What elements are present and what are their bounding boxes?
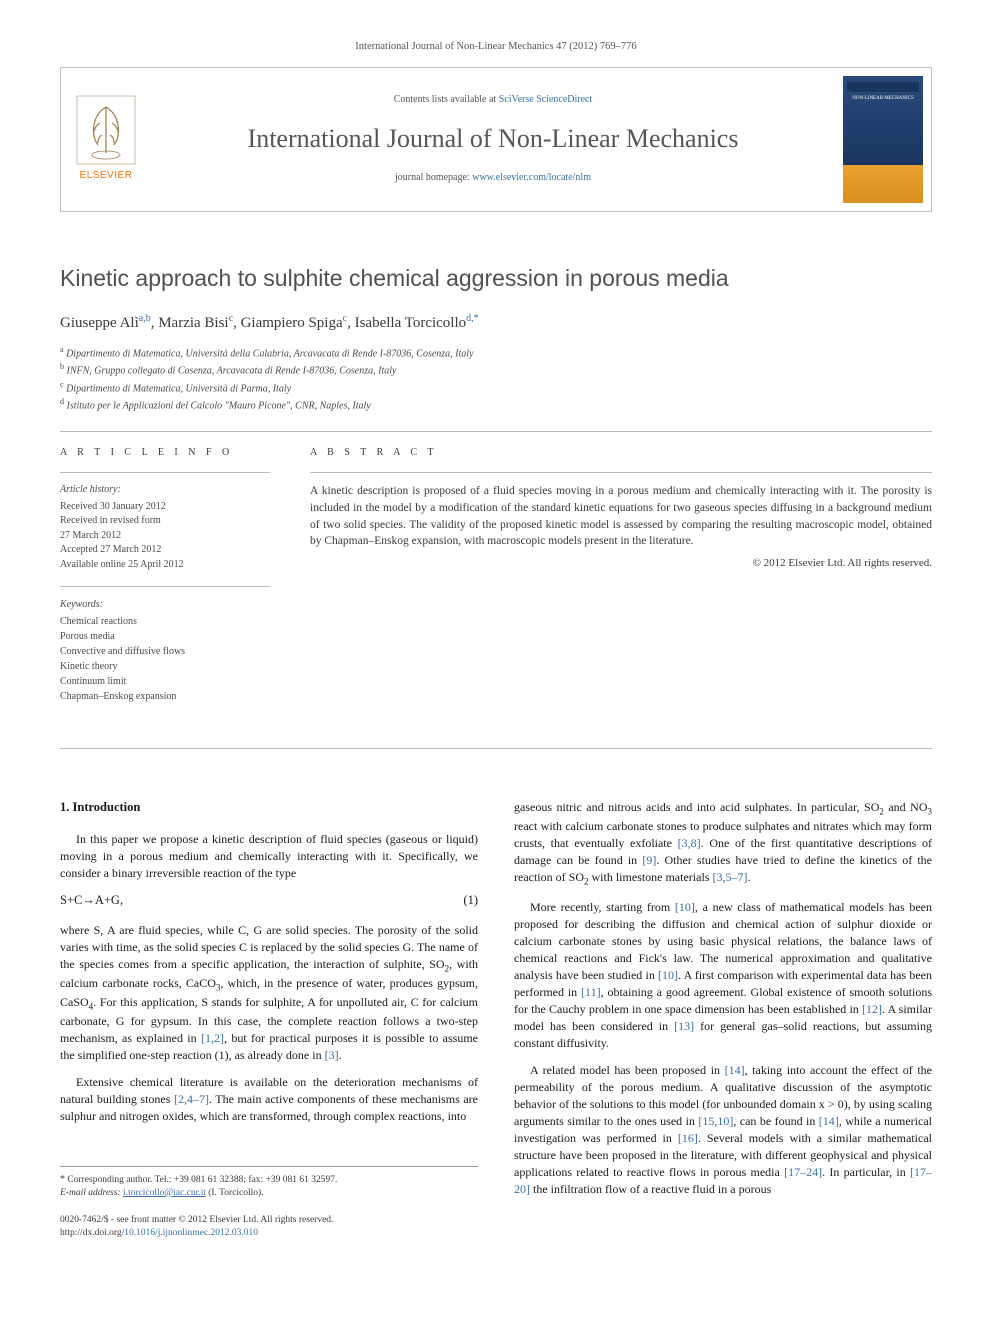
author-3: Isabella Torcicollod,*: [355, 315, 479, 331]
author-1: Marzia Bisic: [158, 315, 233, 331]
article-title: Kinetic approach to sulphite chemical ag…: [60, 262, 932, 294]
publisher-logo: ELSEVIER: [61, 68, 151, 211]
doi-link[interactable]: 10.1016/j.ijnonlinmec.2012.03.010: [124, 1228, 258, 1238]
journal-cover-thumbnail: NON-LINEAR MECHANICS: [843, 76, 923, 203]
history-accepted: Accepted 27 March 2012: [60, 543, 270, 558]
ref-3[interactable]: [3]: [325, 1048, 339, 1062]
ref-10b[interactable]: [10]: [658, 968, 678, 982]
col2-p1: gaseous nitric and nitrous acids and int…: [514, 799, 932, 888]
separator-top: [60, 431, 932, 432]
abstract-copyright: © 2012 Elsevier Ltd. All rights reserved…: [310, 556, 932, 571]
equation-number: (1): [463, 892, 478, 910]
intro-p1: In this paper we propose a kinetic descr…: [60, 831, 478, 882]
author-0: Giuseppe Alìa,b: [60, 315, 151, 331]
sciencedirect-link[interactable]: SciVerse ScienceDirect: [499, 94, 593, 105]
meta-abstract-row: A R T I C L E I N F O Article history: R…: [60, 446, 932, 718]
col2-p3: A related model has been proposed in [14…: [514, 1062, 932, 1198]
ref-14[interactable]: [14]: [725, 1063, 745, 1077]
section-1-heading: 1. Introduction: [60, 799, 478, 817]
email-label: E-mail address:: [60, 1188, 121, 1198]
page-footer: 0020-7462/$ - see front matter © 2012 El…: [60, 1214, 478, 1241]
keyword-1: Porous media: [60, 629, 270, 644]
authors-line: Giuseppe Alìa,b, Marzia Bisic, Giampiero…: [60, 312, 932, 334]
ref-17-24[interactable]: [17–24]: [784, 1165, 822, 1179]
journal-header: ELSEVIER Contents lists available at Sci…: [60, 67, 932, 212]
column-left: 1. Introduction In this paper we propose…: [60, 799, 478, 1241]
ref-16[interactable]: [16]: [678, 1131, 698, 1145]
elsevier-label: ELSEVIER: [80, 169, 133, 183]
ref-9[interactable]: [9]: [642, 853, 656, 867]
keyword-5: Chapman–Enskog expansion: [60, 689, 270, 704]
ref-1-2[interactable]: [1,2]: [201, 1031, 224, 1045]
contents-available-line: Contents lists available at SciVerse Sci…: [171, 93, 815, 107]
col2-p2: More recently, starting from [10], a new…: [514, 899, 932, 1052]
article-history: Article history: Received 30 January 201…: [60, 483, 270, 572]
abstract-text: A kinetic description is proposed of a f…: [310, 483, 932, 550]
ref-3-5-7[interactable]: [3,5–7]: [712, 870, 747, 884]
abstract-column: A B S T R A C T A kinetic description is…: [310, 446, 932, 718]
ref-11[interactable]: [11]: [581, 985, 601, 999]
ref-2-4-7[interactable]: [2,4–7]: [174, 1092, 209, 1106]
homepage-line: journal homepage: www.elsevier.com/locat…: [171, 171, 815, 185]
elsevier-tree-icon: [76, 95, 136, 165]
contents-prefix: Contents lists available at: [394, 94, 499, 105]
ref-14b[interactable]: [14]: [819, 1114, 839, 1128]
corresponding-author-note: * Corresponding author. Tel.: +39 081 61…: [60, 1166, 478, 1201]
affiliations: a Dipartimento di Matematica, Università…: [60, 344, 932, 413]
email-link[interactable]: i.torcicollo@iac.cnr.it: [123, 1188, 206, 1198]
body-columns: 1. Introduction In this paper we propose…: [60, 799, 932, 1241]
ref-3-8[interactable]: [3,8]: [678, 836, 701, 850]
homepage-link[interactable]: www.elsevier.com/locate/nlm: [472, 172, 591, 183]
doi-prefix: http://dx.doi.org/: [60, 1228, 124, 1238]
article-info-column: A R T I C L E I N F O Article history: R…: [60, 446, 270, 718]
keyword-3: Kinetic theory: [60, 659, 270, 674]
history-online: Available online 25 April 2012: [60, 558, 270, 573]
author-2: Giampiero Spigac: [241, 315, 348, 331]
email-attribution: (I. Torcicollo).: [208, 1188, 263, 1198]
history-revised-date: 27 March 2012: [60, 529, 270, 544]
keyword-4: Continuum limit: [60, 674, 270, 689]
column-right: gaseous nitric and nitrous acids and int…: [514, 799, 932, 1241]
affiliation-a: a Dipartimento di Matematica, Università…: [60, 344, 932, 361]
journal-citation: International Journal of Non-Linear Mech…: [60, 40, 932, 55]
affiliation-c: c Dipartimento di Matematica, Università…: [60, 379, 932, 396]
issn-copyright: 0020-7462/$ - see front matter © 2012 El…: [60, 1214, 478, 1227]
cover-title: NON-LINEAR MECHANICS: [847, 96, 919, 102]
corr-author-text: Corresponding author. Tel.: +39 081 61 3…: [67, 1175, 337, 1185]
intro-p3: Extensive chemical literature is availab…: [60, 1074, 478, 1125]
history-label: Article history:: [60, 483, 270, 498]
equation-1: S+C→A+G, (1): [60, 892, 478, 910]
affiliation-d: d Istituto per le Applicazioni del Calco…: [60, 396, 932, 413]
homepage-prefix: journal homepage:: [395, 172, 472, 183]
header-center: Contents lists available at SciVerse Sci…: [151, 68, 835, 211]
intro-p2: where S, A are fluid species, while C, G…: [60, 922, 478, 1065]
equation-body: S+C→A+G,: [60, 892, 123, 910]
history-revised: Received in revised form: [60, 514, 270, 529]
affiliation-b: b INFN, Gruppo collegato di Cosenza, Arc…: [60, 361, 932, 378]
history-received: Received 30 January 2012: [60, 500, 270, 515]
keywords-block: Keywords: Chemical reactions Porous medi…: [60, 597, 270, 704]
ref-13[interactable]: [13]: [674, 1019, 694, 1033]
journal-name: International Journal of Non-Linear Mech…: [171, 121, 815, 157]
keyword-2: Convective and diffusive flows: [60, 644, 270, 659]
keywords-label: Keywords:: [60, 597, 270, 612]
separator-bottom: [60, 748, 932, 749]
ref-15-10[interactable]: [15,10]: [698, 1114, 733, 1128]
keyword-0: Chemical reactions: [60, 614, 270, 629]
abstract-heading: A B S T R A C T: [310, 446, 932, 460]
article-info-heading: A R T I C L E I N F O: [60, 446, 270, 460]
ref-12[interactable]: [12]: [862, 1002, 882, 1016]
ref-10[interactable]: [10]: [675, 900, 695, 914]
